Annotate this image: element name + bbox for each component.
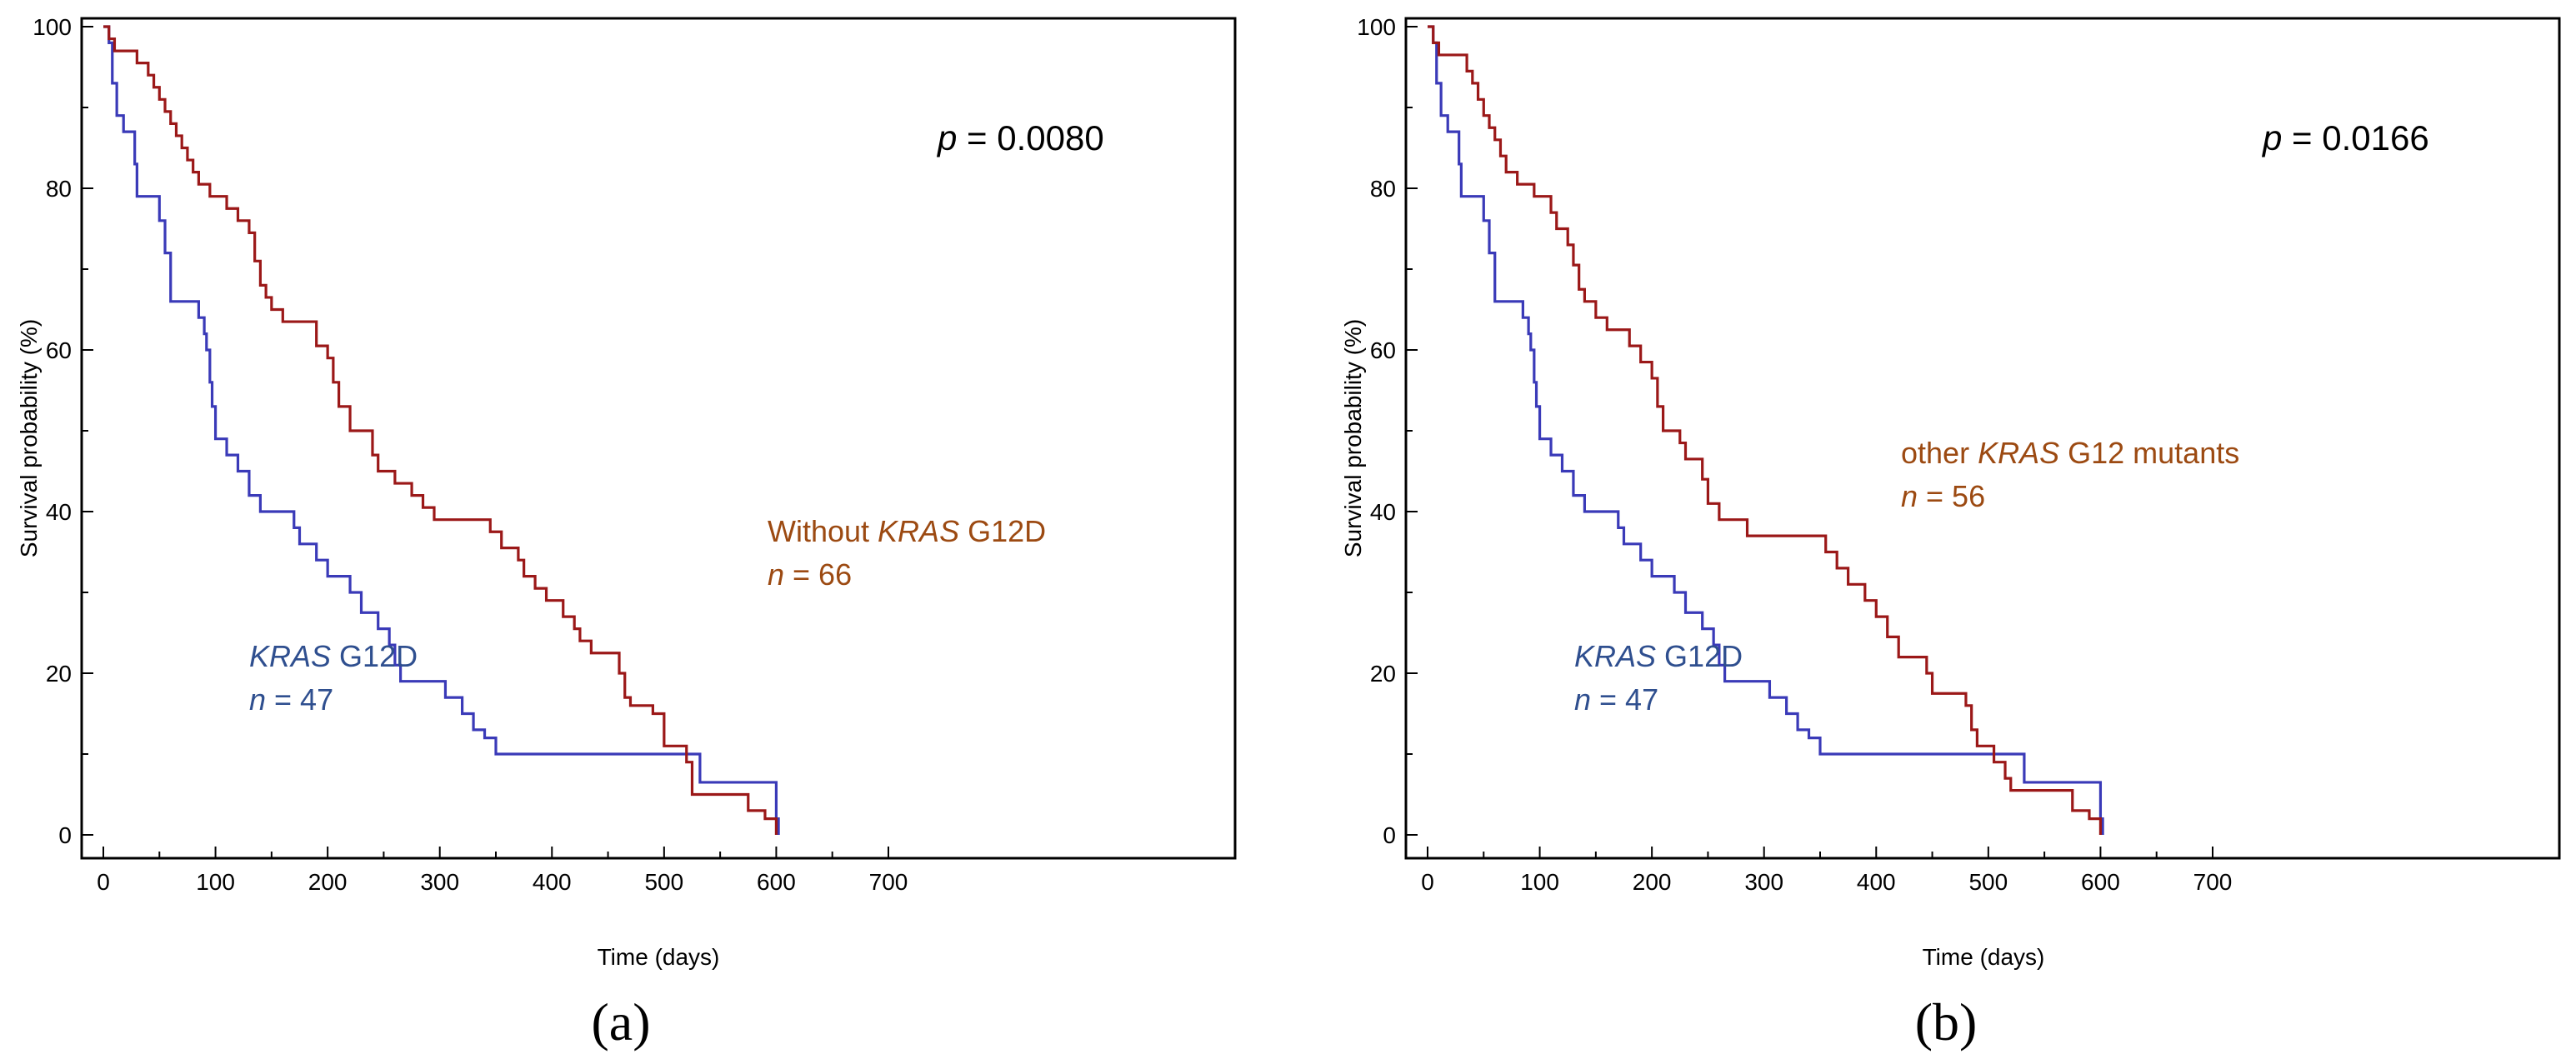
x-axis-title: Time (days): [598, 944, 720, 970]
x-tick-label: 400: [1857, 869, 1896, 895]
y-tick-label: 100: [1357, 14, 1396, 40]
x-tick-label: 100: [1520, 869, 1559, 895]
survival-curve-other-kras-g12-mutants: [1428, 25, 2103, 835]
tick-marks: [1406, 26, 2213, 858]
panel-b: 0 100 200 300 400 500 600 700 0 20 40 60 80 100 Surv…: [1340, 14, 2561, 1052]
survival-curve-without-kras-g12d: [103, 25, 778, 835]
y-axis-title: Survival probability (%): [1340, 319, 1366, 557]
x-axis-title: Time (days): [1923, 944, 2045, 970]
y-tick-labels: 0 20 40 60 80 100: [1357, 14, 1396, 848]
series-n-without-kras-g12d: n = 66: [768, 557, 852, 592]
x-tick-label: 500: [1968, 869, 2008, 895]
x-tick-label: 700: [2193, 869, 2233, 895]
series-label-kras-g12d: KRAS G12D: [1574, 639, 1743, 673]
p-value: p = 0.0080: [936, 118, 1104, 157]
x-tick-label: 300: [420, 869, 459, 895]
survival-curve-kras-g12d: [1428, 25, 2104, 835]
x-tick-label: 600: [2081, 869, 2120, 895]
y-tick-label: 20: [1370, 661, 1396, 687]
y-axis-title: Survival probability (%): [16, 319, 42, 557]
x-tick-label: 0: [97, 869, 110, 895]
series-lines: [1428, 25, 2104, 835]
tick-marks: [82, 26, 889, 858]
series-n-kras-g12d: n = 47: [1574, 682, 1658, 717]
series-label-other-kras-g12-mutants: other KRAS G12 mutants: [1901, 436, 2239, 470]
x-tick-label: 200: [1633, 869, 1672, 895]
panel-label-b: (b): [1915, 992, 1978, 1052]
survival-curve-kras-g12d: [103, 25, 780, 835]
y-tick-label: 80: [46, 176, 72, 202]
y-tick-label: 100: [33, 14, 72, 40]
x-tick-label: 0: [1421, 869, 1434, 895]
y-tick-label: 40: [1370, 499, 1396, 525]
x-tick-labels: 0 100 200 300 400 500 600 700: [97, 869, 908, 895]
y-tick-label: 20: [46, 661, 72, 687]
panel-a: 0 100 200 300 400 500 600 700 0 20 40 60 80 100 Surv…: [16, 14, 1237, 1052]
x-tick-label: 400: [533, 869, 572, 895]
series-label-kras-g12d: KRAS G12D: [249, 639, 418, 673]
series-n-kras-g12d: n = 47: [249, 682, 333, 717]
x-tick-label: 600: [757, 869, 796, 895]
x-tick-label: 700: [869, 869, 908, 895]
p-value: p = 0.0166: [2261, 118, 2429, 157]
panel-label-a: (a): [591, 992, 650, 1052]
y-tick-labels: 0 20 40 60 80 100: [33, 14, 72, 848]
y-tick-label: 0: [58, 822, 72, 848]
x-tick-labels: 0 100 200 300 400 500 600 700: [1421, 869, 2232, 895]
plot-frame: [80, 17, 1237, 860]
y-tick-label: 60: [46, 337, 72, 363]
y-tick-label: 80: [1370, 176, 1396, 202]
x-tick-label: 200: [308, 869, 348, 895]
x-tick-label: 300: [1744, 869, 1783, 895]
series-lines: [103, 25, 780, 835]
series-label-without-kras-g12d: Without KRAS G12D: [768, 514, 1046, 548]
y-tick-label: 0: [1383, 822, 1396, 848]
x-tick-label: 500: [644, 869, 683, 895]
y-tick-label: 40: [46, 499, 72, 525]
x-tick-label: 100: [196, 869, 235, 895]
y-tick-label: 60: [1370, 337, 1396, 363]
series-n-other-kras-g12-mutants: n = 56: [1901, 479, 1985, 513]
plot-frame: [1404, 17, 2561, 860]
